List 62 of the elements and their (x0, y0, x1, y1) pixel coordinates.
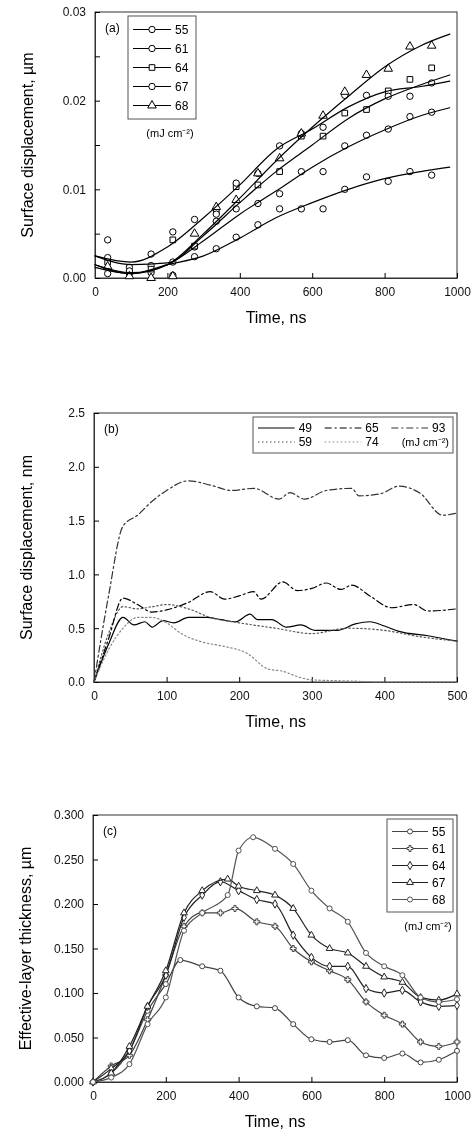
x-axis-title: Time, ns (245, 713, 306, 730)
legend-label: 74 (365, 435, 380, 449)
x-tick-label: 1000 (444, 1088, 472, 1103)
legend-label: 55 (175, 22, 189, 37)
x-tick-label: 800 (374, 1088, 396, 1103)
x-tick-label: 500 (447, 688, 468, 703)
legend-label: 67 (175, 79, 189, 94)
annotation: (b) (104, 422, 119, 436)
y-tick-label: 0.00 (62, 271, 87, 286)
legend-label: 67 (432, 875, 446, 890)
y-axis-title: Effective-layer thickness, µm (17, 846, 34, 1051)
legend-label: 49 (298, 421, 313, 435)
x-tick-label: 200 (229, 688, 251, 703)
x-tick-label: 200 (156, 1088, 177, 1103)
legend-title: (mJ cm⁻²) (401, 436, 449, 448)
x-tick-label: 1000 (444, 284, 472, 299)
y-tick-label: 0.300 (53, 808, 85, 823)
legend-title: (mJ cm⁻²) (146, 127, 194, 139)
x-axis-title: Time, ns (244, 1113, 306, 1130)
legend-label: 68 (432, 892, 446, 907)
y-axis-title: Surface displacement, nm (18, 455, 35, 640)
y-tick-label: 2.5 (68, 406, 86, 421)
legend-label: 64 (175, 60, 189, 75)
x-tick-label: 0 (91, 688, 99, 703)
y-tick-label: 0.01 (62, 182, 87, 197)
y-tick-label: 0.5 (68, 621, 86, 636)
annotation: (a) (105, 21, 120, 35)
x-tick-label: 800 (375, 284, 396, 299)
y-tick-label: 0.200 (53, 897, 85, 912)
y-tick-label: 0.03 (62, 5, 87, 20)
x-tick-label: 0 (92, 284, 100, 299)
x-tick-label: 100 (157, 688, 178, 703)
legend-label: 55 (432, 824, 446, 839)
x-tick-label: 600 (301, 1088, 323, 1103)
y-tick-label: 0.000 (53, 1075, 85, 1090)
annotation: (c) (103, 824, 117, 838)
x-tick-label: 400 (374, 688, 396, 703)
y-tick-label: 1.5 (68, 513, 86, 528)
x-tick-label: 400 (230, 284, 251, 299)
legend-label: 68 (175, 98, 189, 113)
legend-label: 59 (298, 435, 313, 449)
y-tick-label: 0.150 (53, 941, 85, 956)
legend-title: (mJ cm⁻²) (404, 920, 452, 932)
legend-label: 61 (432, 841, 446, 856)
y-tick-label: 2.0 (68, 460, 86, 475)
y-tick-label: 0.250 (53, 852, 85, 867)
x-tick-label: 0 (90, 1088, 98, 1103)
legend-label: 61 (175, 41, 189, 56)
x-tick-label: 600 (302, 284, 324, 299)
y-tick-label: 0.100 (53, 986, 85, 1001)
x-tick-label: 400 (229, 1088, 250, 1103)
legend-label: 64 (432, 858, 446, 873)
x-tick-label: 200 (157, 284, 179, 299)
y-tick-label: 1.0 (68, 567, 86, 582)
x-tick-label: 300 (302, 688, 323, 703)
x-axis-title: Time, ns (245, 309, 307, 326)
y-tick-label: 0.02 (62, 94, 87, 109)
legend-label: 65 (365, 421, 380, 435)
legend-label: 93 (432, 421, 446, 435)
y-tick-label: 0.050 (53, 1030, 85, 1045)
y-axis-title: Surface displacement, µm (19, 52, 36, 238)
y-tick-label: 0.0 (68, 675, 86, 690)
